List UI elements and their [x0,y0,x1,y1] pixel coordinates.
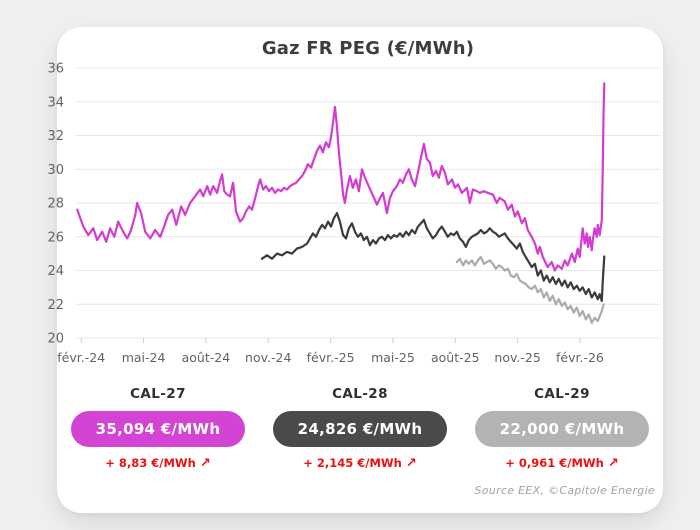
price-pill: 24,826 €/MWh [272,411,448,447]
price-value: 24,826 €/MWh [297,420,423,438]
svg-text:30: 30 [47,163,64,178]
svg-text:24: 24 [47,264,64,279]
price-pill: 35,094 €/MWh [70,411,246,447]
svg-text:févr.-24: févr.-24 [57,350,105,365]
svg-text:août-24: août-24 [182,350,231,365]
price-pill: 22,000 €/MWh [474,411,650,447]
contract-card-cal-29: CAL-29 22,000 €/MWh + 0,961 €/MWh ↗ [461,386,663,471]
price-value: 35,094 €/MWh [95,420,221,438]
change-value: + 0,961 €/MWh [505,456,604,470]
price-line-chart: 20 22 24 26 28 30 32 34 36 févr.-24 mai-24 août-24 n… [47,62,661,365]
svg-text:mai-25: mai-25 [371,350,415,365]
change-value: + 8,83 €/MWh [105,456,196,470]
trend-up-icon: ↗ [199,456,211,471]
contract-card-cal-28: CAL-28 24,826 €/MWh + 2,145 €/MWh ↗ [259,386,461,471]
chart-title: Gaz FR PEG (€/MWh) [261,38,475,59]
price-change: + 8,83 €/MWh ↗ [57,456,259,471]
contract-cards-row: CAL-27 35,094 €/MWh + 8,83 €/MWh ↗ CAL-2… [57,386,663,471]
price-value: 22,000 €/MWh [499,420,625,438]
svg-text:20: 20 [47,332,64,347]
contract-card-cal-27: CAL-27 35,094 €/MWh + 8,83 €/MWh ↗ [57,386,259,471]
svg-text:mai-24: mai-24 [122,350,166,365]
svg-text:26: 26 [47,230,64,245]
svg-text:févr.-26: févr.-26 [556,350,604,365]
trend-up-icon: ↗ [607,456,619,471]
svg-text:34: 34 [47,95,64,110]
svg-text:août-25: août-25 [431,350,480,365]
svg-text:22: 22 [47,298,64,313]
trend-up-icon: ↗ [405,456,417,471]
price-change: + 2,145 €/MWh ↗ [259,456,461,471]
svg-text:nov.-24: nov.-24 [245,350,291,365]
contract-name: CAL-29 [534,386,590,402]
svg-text:32: 32 [47,129,64,144]
source-caption: Source EEX, ©Capitole Energie [474,484,655,497]
svg-text:févr.-25: févr.-25 [307,350,355,365]
svg-text:28: 28 [47,197,64,212]
price-change: + 0,961 €/MWh ↗ [461,456,663,471]
change-value: + 2,145 €/MWh [303,456,402,470]
svg-text:nov.-25: nov.-25 [494,350,540,365]
svg-text:36: 36 [47,62,64,77]
contract-name: CAL-28 [332,386,388,402]
contract-name: CAL-27 [130,386,186,402]
